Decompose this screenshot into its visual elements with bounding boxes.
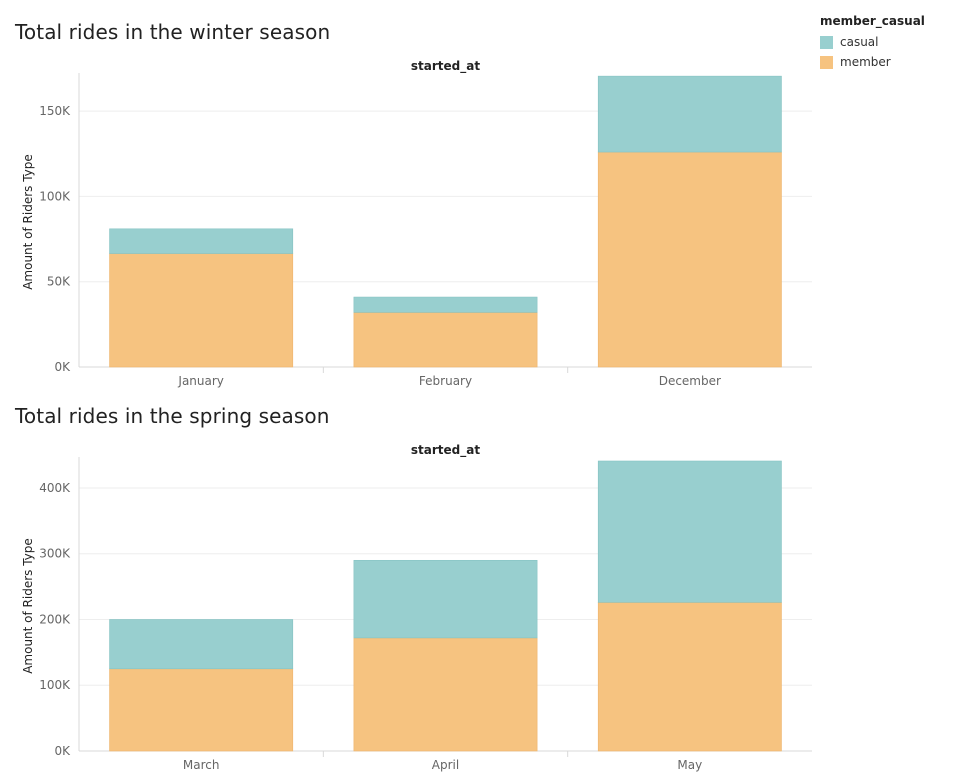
spring-bar-casual-march [109,619,294,670]
spring-y-axis-label: Amount of Riders Type [21,538,35,674]
winter-x-tick-label-december: December [659,374,721,388]
legend-title: member_casual [820,14,925,28]
legend-item-casual[interactable]: casual [820,32,925,52]
legend-label-member: member [840,55,891,69]
spring-y-tick-label: 100K [39,678,71,692]
winter-bar-casual-december [597,75,782,153]
spring-bar-casual-may [597,460,782,603]
legend-swatch-casual [820,35,833,49]
spring-x-tick-label-march: March [183,758,220,772]
spring-y-tick-label: 400K [39,481,71,495]
winter-bar-casual-february [353,296,538,313]
legend: member_casual casual member [820,14,925,72]
spring-bar-casual-april [353,559,538,639]
winter-chart-title: Total rides in the winter season [15,20,331,44]
winter-y-tick-label: 100K [39,189,71,203]
spring-x-tick-label-april: April [432,758,459,772]
winter-y-axis-label: Amount of Riders Type [21,154,35,290]
spring-bar-member-april [353,637,538,752]
legend-swatch-member [820,55,833,69]
winter-bar-member-january [109,253,294,368]
winter-bar-casual-january [109,228,294,254]
spring-y-tick-label: 0K [54,744,71,758]
winter-column-header: started_at [411,59,480,74]
spring-bar-member-march [109,668,294,752]
winter-y-tick-label: 0K [54,360,71,374]
winter-x-tick-label-february: February [419,374,472,388]
spring-bar-member-may [597,602,782,752]
spring-chart-title: Total rides in the spring season [15,404,330,428]
winter-bar-member-december [597,151,782,368]
legend-item-member[interactable]: member [820,52,925,72]
winter-y-tick-label: 150K [39,104,71,118]
winter-bar-member-february [353,312,538,368]
spring-x-tick-label-may: May [677,758,702,772]
spring-column-header: started_at [411,443,480,458]
legend-label-casual: casual [840,35,879,49]
spring-y-tick-label: 200K [39,612,71,626]
winter-x-tick-label-january: January [177,374,224,388]
spring-y-tick-label: 300K [39,547,71,561]
winter-y-tick-label: 50K [47,275,71,289]
